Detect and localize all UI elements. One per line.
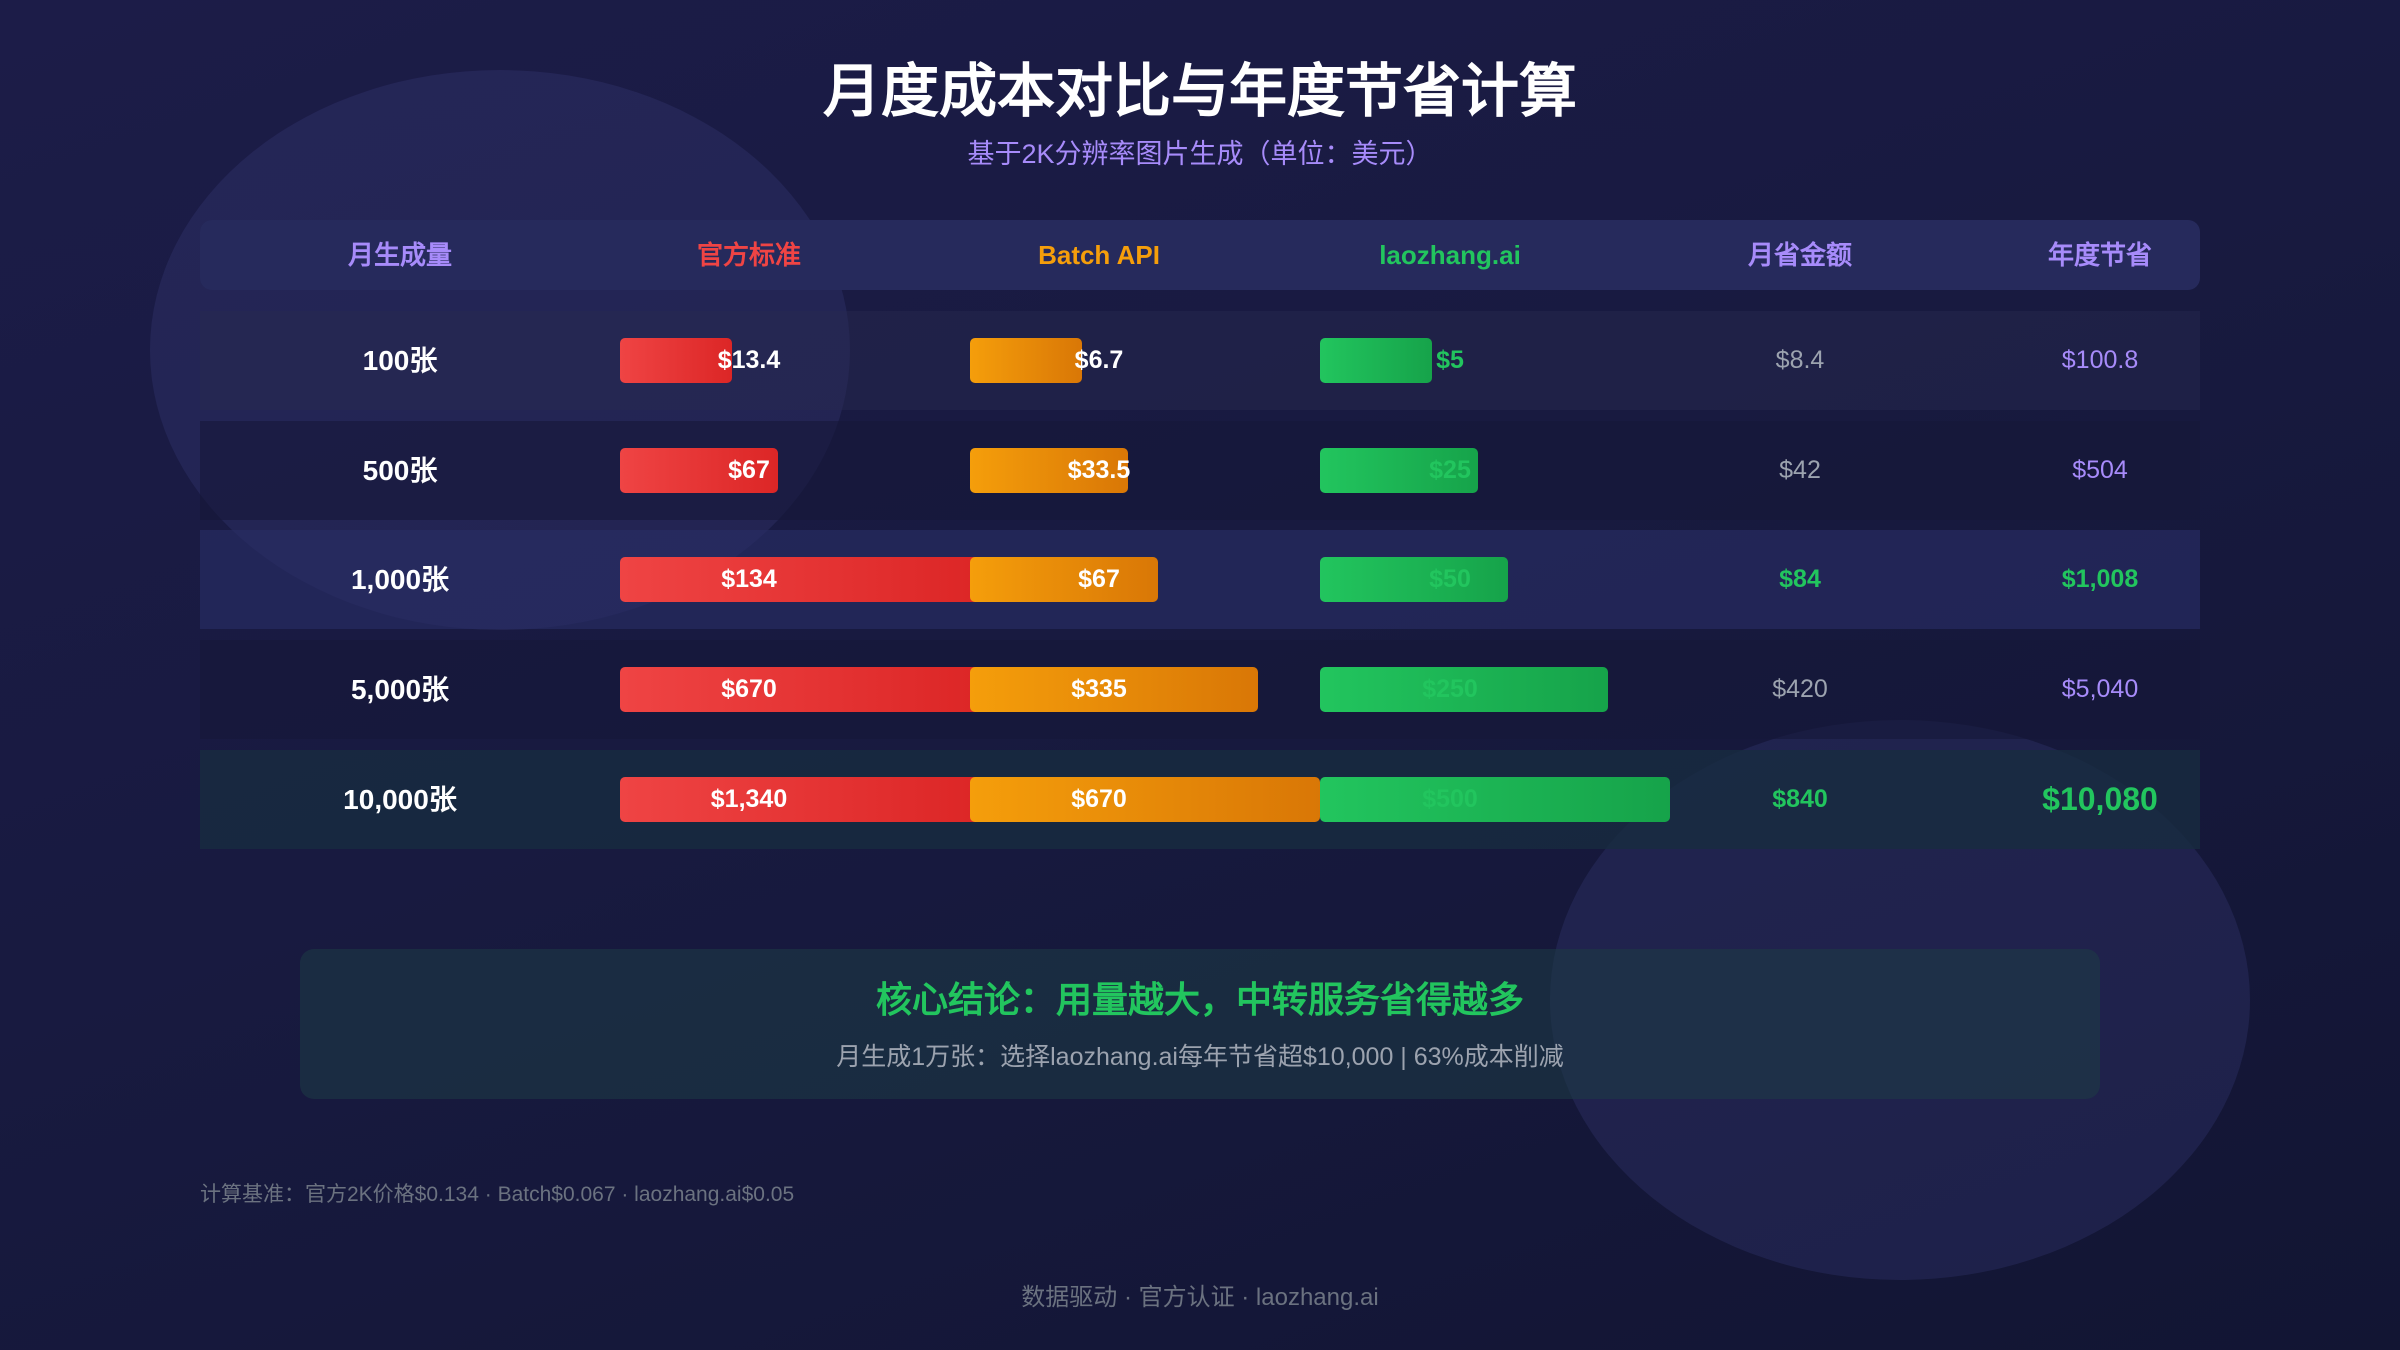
official-value-label: $1,340 [710,785,788,813]
conclusion-detail: 月生成1万张：选择laozhang.ai每年节省超$10,000 | 63%成本… [836,1043,1564,1071]
page-title: 月度成本对比与年度节省计算 [822,59,1577,124]
conclusion-box: 核心结论：用量越大，中转服务省得越多 月生成1万张：选择laozhang.ai每… [300,949,2100,1099]
official-value-label: $670 [721,675,777,703]
table-row: 5,000张 $670 $335 $250 $420 $5,040 [200,640,2200,739]
table-row: 1,000张 $134 $67 $50 $84 $1,008 [200,530,2200,629]
monthly-savings: $840 [1772,785,1828,813]
header-laozhang: laozhang.ai [1379,240,1521,270]
volume-label: 100张 [362,345,438,376]
volume-label: 5,000张 [350,674,450,705]
laozhang-value-label: $50 [1429,565,1471,593]
monthly-savings: $420 [1772,675,1828,703]
batch-bar [970,338,1082,383]
annual-savings: $5,040 [2061,675,2139,703]
batch-value-label: $6.7 [1074,346,1124,374]
batch-value-label: $67 [1078,565,1120,593]
official-bar [620,667,980,712]
official-value-label: $67 [728,456,770,484]
table-row: 100张 $13.4 $6.7 $5 $8.4 $100.8 [200,311,2200,410]
laozhang-value-label: $25 [1429,456,1471,484]
table-row: 500张 $67 $33.5 $25 $42 $504 [200,421,2200,520]
batch-value-label: $33.5 [1067,456,1131,484]
laozhang-bar [1320,448,1479,493]
annual-savings: $10,080 [2042,781,2158,817]
laozhang-value-label: $500 [1422,785,1478,813]
conclusion-title: 核心结论：用量越大，中转服务省得越多 [875,979,1524,1020]
volume-label: 10,000张 [343,784,457,815]
batch-bar [970,448,1129,493]
official-bar [620,338,732,383]
laozhang-bar [1320,777,1670,822]
footnote: 计算基准：官方2K价格$0.134 · Batch$0.067 · laozha… [200,1183,795,1206]
laozhang-bar [1320,338,1432,383]
page-subtitle: 基于2K分辨率图片生成（单位：美元） [967,139,1433,169]
batch-bar [970,667,1258,712]
batch-value-label: $670 [1071,785,1127,813]
laozhang-bar [1320,557,1508,602]
batch-bar [970,777,1320,822]
annual-savings: $504 [2072,456,2128,484]
official-value-label: $13.4 [717,346,781,374]
batch-value-label: $335 [1071,675,1127,703]
bottom-tagline: 数据驱动 · 官方认证 · laozhang.ai [1021,1284,1379,1311]
volume-label: 500张 [362,455,438,486]
official-value-label: $134 [721,565,777,593]
header-official: 官方标准 [696,240,802,270]
header-volume: 月生成量 [347,240,453,270]
annual-savings: $100.8 [2061,346,2139,374]
volume-label: 1,000张 [350,564,450,595]
official-bar [620,557,980,602]
monthly-savings: $8.4 [1775,346,1825,374]
laozhang-value-label: $250 [1422,675,1478,703]
laozhang-value-label: $5 [1436,346,1464,374]
batch-bar [970,557,1158,602]
header-monthly-savings: 月省金额 [1747,240,1853,270]
official-bar [620,777,980,822]
laozhang-bar [1320,667,1608,712]
table-header: 月生成量 官方标准 Batch API laozhang.ai 月省金额 年度节… [200,220,2200,290]
header-batch: Batch API [1038,240,1160,270]
annual-savings: $1,008 [2061,565,2139,593]
table-row: 10,000张 $1,340 $670 $500 $840 $10,080 [200,750,2200,849]
header-annual-savings: 年度节省 [2047,240,2153,270]
monthly-savings: $42 [1779,456,1821,484]
official-bar [620,448,779,493]
monthly-savings: $84 [1779,565,1821,593]
